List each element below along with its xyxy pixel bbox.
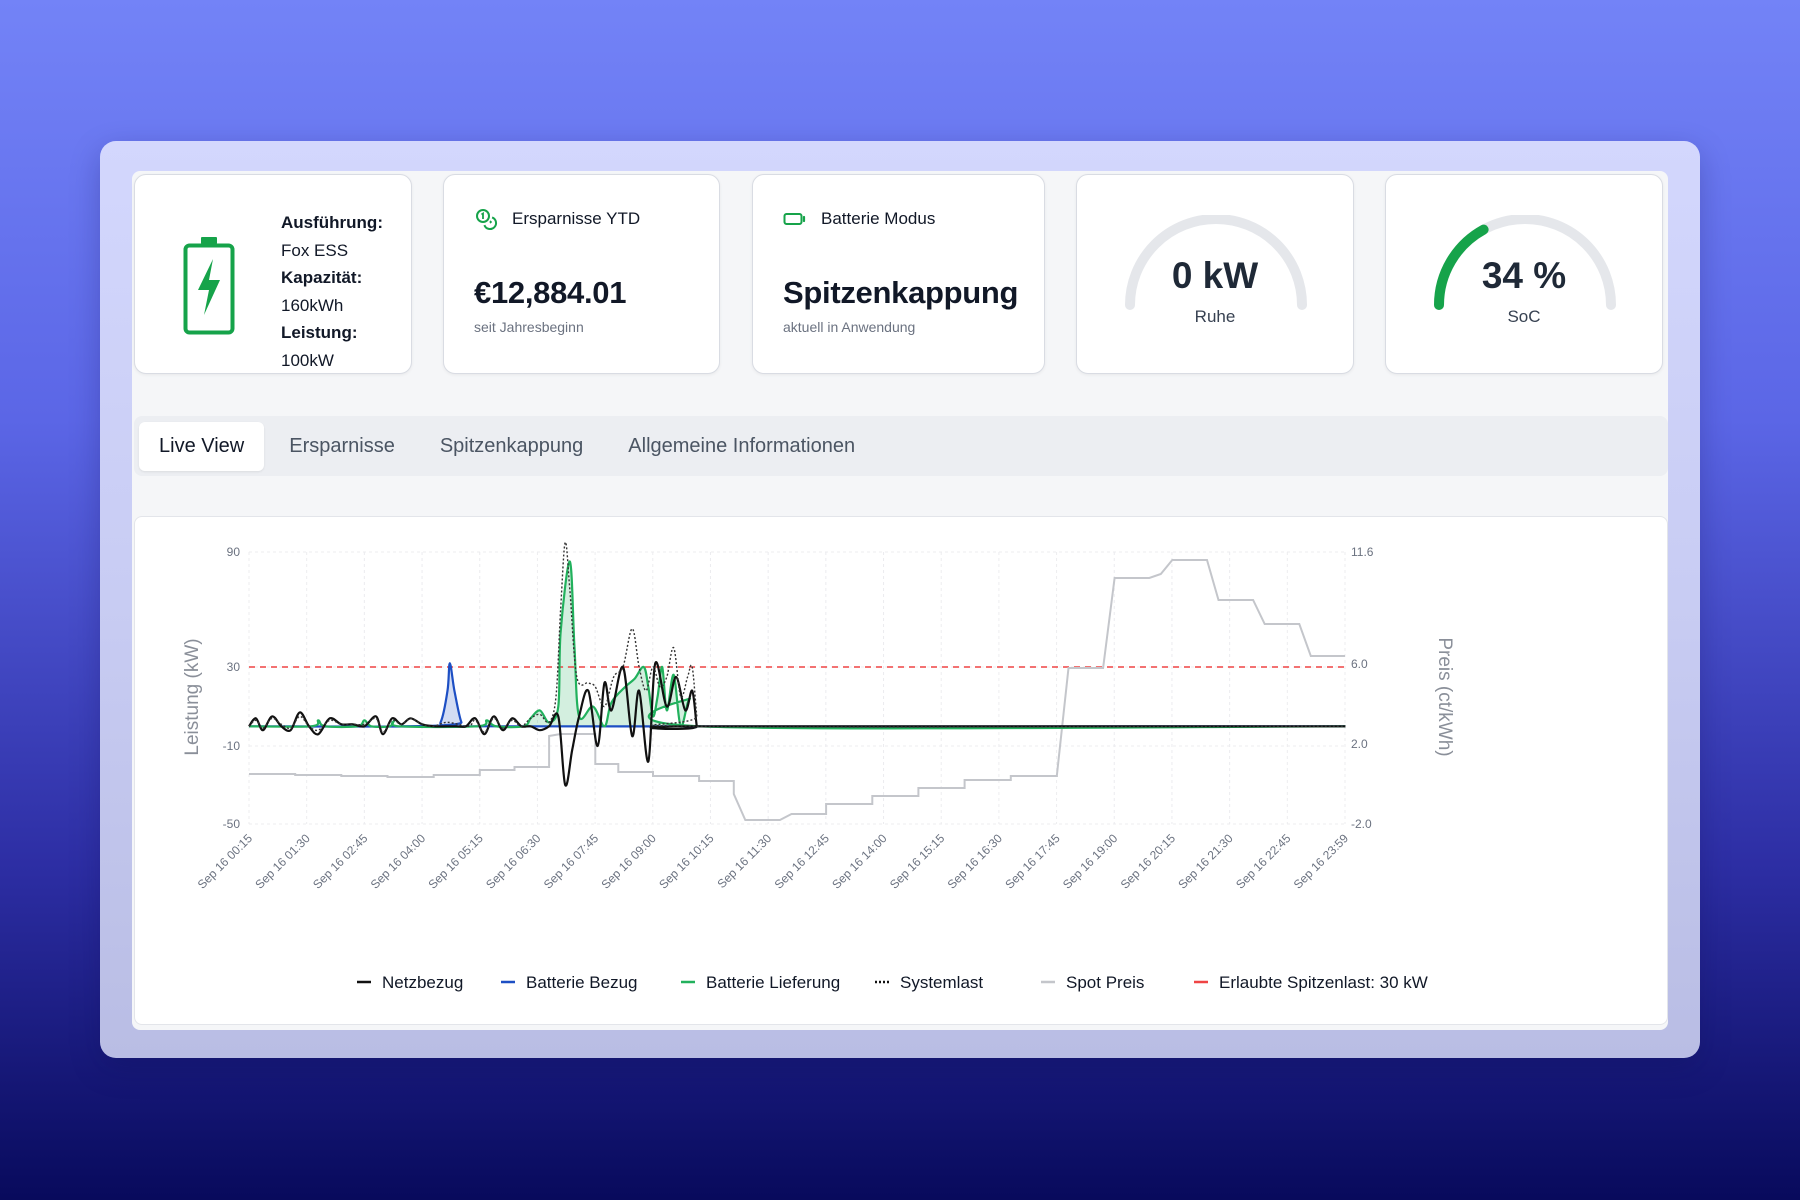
tab-spitzenkappung[interactable]: Spitzenkappung bbox=[439, 434, 584, 457]
legend-label: Batterie Lieferung bbox=[706, 973, 840, 992]
soc-gauge-card: 34 % SoC bbox=[1385, 174, 1663, 374]
series-battery-charge bbox=[248, 662, 1346, 728]
dashboard-panel: Ausführung: Fox ESS Kapazität: 160kWh Le… bbox=[132, 171, 1668, 1030]
y2-tick-label: 2.0 bbox=[1351, 737, 1368, 751]
legend-label: Batterie Bezug bbox=[526, 973, 638, 992]
power-gauge bbox=[1125, 215, 1307, 310]
y2-tick-label: 6.0 bbox=[1351, 657, 1368, 671]
x-tick-label: Sep 16 17:45 bbox=[1002, 831, 1063, 892]
legend-item[interactable]: Batterie Lieferung bbox=[681, 973, 840, 992]
legend-item[interactable]: Systemlast bbox=[875, 973, 983, 992]
battery-info-card: Ausführung: Fox ESS Kapazität: 160kWh Le… bbox=[134, 174, 412, 374]
x-tick-label: Sep 16 11:30 bbox=[715, 831, 775, 891]
battery-delivery-area bbox=[249, 561, 1346, 729]
legend-item[interactable]: Batterie Bezug bbox=[501, 973, 638, 992]
tab-ersparnisse[interactable]: Ersparnisse bbox=[289, 434, 395, 457]
series-battery-delivery bbox=[248, 560, 1346, 730]
y2-tick-label: 11.6 bbox=[1351, 545, 1374, 559]
savings-value: €12,884.01 bbox=[474, 275, 627, 310]
spec-label-capacity: Kapazität: bbox=[281, 268, 363, 287]
view-tabs: Live View Ersparnisse Spitzenkappung All… bbox=[134, 416, 1668, 476]
y-tick-label: -50 bbox=[223, 817, 241, 831]
power-gauge-card: 0 kW Ruhe bbox=[1076, 174, 1354, 374]
x-tick-label: Sep 16 09:00 bbox=[599, 831, 660, 892]
series-spot-price bbox=[249, 559, 1345, 821]
coins-icon bbox=[476, 209, 497, 230]
x-tick-label: Sep 16 23:59 bbox=[1291, 831, 1352, 892]
y2-tick-label: -2.0 bbox=[1351, 817, 1372, 831]
x-tick-label: Sep 16 01:30 bbox=[252, 831, 313, 892]
app-window: Ausführung: Fox ESS Kapazität: 160kWh Le… bbox=[100, 141, 1700, 1058]
battery-specs: Ausführung: Fox ESS Kapazität: 160kWh Le… bbox=[281, 209, 383, 374]
series-system-load bbox=[248, 541, 1346, 733]
y-tick-label: -10 bbox=[223, 739, 241, 753]
x-tick-label: Sep 16 19:00 bbox=[1060, 831, 1121, 892]
x-tick-label: Sep 16 22:45 bbox=[1233, 831, 1294, 892]
y-axis-title: Leistung (kW) bbox=[182, 638, 203, 755]
x-tick-label: Sep 16 10:15 bbox=[656, 831, 717, 892]
x-tick-label: Sep 16 16:30 bbox=[945, 831, 1006, 892]
savings-card: Ersparnisse YTD €12,884.01 seit Jahresbe… bbox=[443, 174, 720, 374]
x-tick-label: Sep 16 20:15 bbox=[1118, 831, 1179, 892]
spec-value-capacity: 160kWh bbox=[281, 295, 344, 315]
legend-label: Spot Preis bbox=[1066, 973, 1144, 992]
live-chart-card: 90 30 -10 -50 11.6 6.0 2.0 -2.0 Sep 16 00:15 Se… bbox=[134, 516, 1668, 1025]
legend-item[interactable]: Erlaubte Spitzenlast: 30 kW bbox=[1194, 973, 1428, 992]
legend-label: Erlaubte Spitzenlast: 30 kW bbox=[1219, 973, 1428, 992]
mode-subtitle: aktuell in Anwendung bbox=[783, 319, 916, 335]
spec-value-model: Fox ESS bbox=[281, 240, 349, 260]
battery-icon bbox=[783, 213, 806, 225]
soc-gauge-fill bbox=[1434, 224, 1489, 310]
spec-label-power: Leistung: bbox=[281, 323, 358, 342]
battery-charging-icon bbox=[183, 237, 235, 335]
mode-value: Spitzenkappung bbox=[783, 275, 1019, 310]
series-grid-import bbox=[248, 661, 1346, 787]
spec-label-model: Ausführung: bbox=[281, 213, 383, 232]
legend-item[interactable]: Spot Preis bbox=[1041, 973, 1144, 992]
legend-label: Netzbezug bbox=[382, 973, 463, 992]
power-value: 0 kW bbox=[1171, 255, 1259, 296]
power-status: Ruhe bbox=[1194, 307, 1236, 326]
x-tick-label: Sep 16 21:30 bbox=[1175, 831, 1236, 892]
x-tick-label: Sep 16 06:30 bbox=[483, 831, 544, 892]
x-tick-label: Sep 16 12:45 bbox=[772, 831, 833, 892]
battery-mode-card: Batterie Modus Spitzenkappung aktuell in… bbox=[752, 174, 1045, 374]
battery-charge-area bbox=[249, 663, 1346, 727]
legend-label: Systemlast bbox=[900, 973, 983, 992]
y2-axis-title: Preis (ct/kWh) bbox=[1434, 637, 1455, 756]
y-tick-label: 90 bbox=[227, 545, 241, 559]
x-tick-label: Sep 16 04:00 bbox=[368, 831, 429, 892]
tab-live-view[interactable]: Live View bbox=[139, 421, 265, 471]
soc-gauge bbox=[1434, 215, 1616, 310]
legend-item[interactable]: Netzbezug bbox=[357, 973, 463, 992]
savings-title: Ersparnisse YTD bbox=[512, 209, 641, 228]
soc-value: 34 % bbox=[1481, 255, 1567, 296]
y-tick-label: 30 bbox=[227, 660, 241, 674]
spec-value-power: 100kW bbox=[281, 350, 334, 370]
tab-allgemeine-informationen[interactable]: Allgemeine Informationen bbox=[628, 434, 856, 457]
savings-subtitle: seit Jahresbeginn bbox=[474, 319, 584, 335]
x-tick-label: Sep 16 15:15 bbox=[887, 831, 948, 892]
x-tick-label: Sep 16 05:15 bbox=[425, 831, 486, 892]
x-tick-label: Sep 16 14:00 bbox=[829, 831, 890, 892]
x-tick-label: Sep 16 00:15 bbox=[195, 831, 256, 892]
soc-label: SoC bbox=[1507, 307, 1541, 326]
x-tick-label: Sep 16 07:45 bbox=[541, 831, 602, 892]
x-tick-label: Sep 16 02:45 bbox=[310, 831, 371, 892]
mode-title: Batterie Modus bbox=[821, 209, 936, 228]
